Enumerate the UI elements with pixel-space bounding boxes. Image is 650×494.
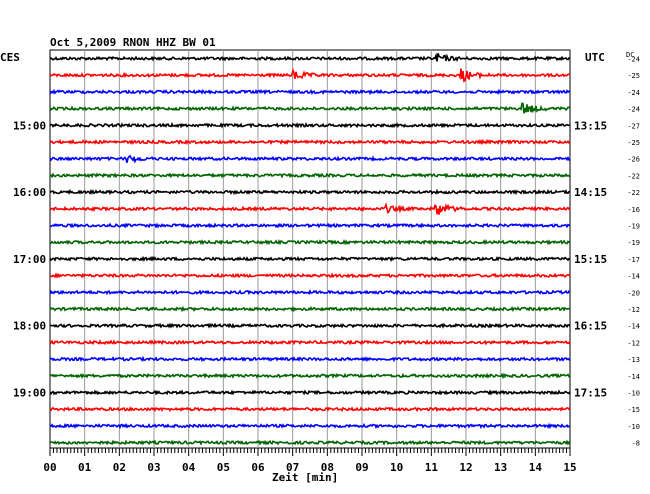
trace-row-1 bbox=[49, 67, 571, 83]
trace-row-10 bbox=[50, 222, 570, 229]
trace-row-22 bbox=[49, 422, 571, 430]
x-axis-label: Zeit [min] bbox=[272, 471, 338, 484]
row-labels: -24 -25 -24 -24 -27 -25 -26 -22 -22 -16 -19 -19 -17 -… bbox=[13, 56, 640, 448]
x-tick-label: 12 bbox=[459, 461, 472, 474]
dc-offset-label: -24 bbox=[627, 106, 640, 114]
x-axis: 00 01 02 03 04 05 06 07 08 09 10 11 12 13 14 15 bbox=[43, 448, 577, 474]
x-tick-label: 04 bbox=[182, 461, 196, 474]
trace-row-21 bbox=[49, 406, 571, 413]
trace-row-13 bbox=[49, 272, 571, 279]
right-time-label: 16:15 bbox=[574, 320, 607, 333]
right-time-label: 15:15 bbox=[574, 253, 607, 266]
left-hour-label: 15:00 bbox=[13, 119, 46, 132]
trace-row-14 bbox=[49, 288, 571, 296]
trace-row-7 bbox=[49, 172, 571, 179]
trace-row-15 bbox=[49, 305, 571, 313]
x-tick-label: 11 bbox=[425, 461, 439, 474]
trace-row-18 bbox=[49, 355, 571, 363]
x-tick-label: 14 bbox=[529, 461, 543, 474]
dc-offset-label: -13 bbox=[627, 356, 640, 364]
dc-offset-label: -19 bbox=[627, 223, 640, 231]
x-tick-label: 05 bbox=[217, 461, 230, 474]
dc-offset-label: -17 bbox=[627, 256, 640, 264]
x-tick-label: 15 bbox=[563, 461, 576, 474]
dc-offset-label: -22 bbox=[627, 189, 640, 197]
trace-row-11 bbox=[49, 238, 571, 246]
trace-row-6 bbox=[49, 154, 571, 164]
grid bbox=[49, 49, 571, 449]
trace-row-4 bbox=[49, 122, 571, 129]
x-tick-label: 03 bbox=[147, 461, 160, 474]
trace-row-19 bbox=[49, 372, 571, 380]
dc-header-label: DC bbox=[626, 51, 634, 59]
dc-offset-label: -25 bbox=[627, 72, 640, 80]
dc-offset-label: -20 bbox=[627, 289, 640, 297]
dc-offset-label: -8 bbox=[632, 440, 640, 448]
right-time-label: 14:15 bbox=[574, 186, 607, 199]
dc-offset-label: -16 bbox=[627, 206, 640, 214]
left-hour-label: 17:00 bbox=[13, 253, 46, 266]
x-tick-label: 13 bbox=[494, 461, 507, 474]
left-timezone-label: CES bbox=[0, 51, 20, 64]
dc-offset-label: -19 bbox=[627, 239, 640, 247]
trace-row-17 bbox=[49, 339, 571, 346]
trace-row-5 bbox=[49, 138, 571, 146]
dc-offset-label: -10 bbox=[627, 423, 640, 431]
x-tick-label: 06 bbox=[251, 461, 265, 474]
dc-offset-label: -26 bbox=[627, 156, 640, 164]
dc-offset-label: -22 bbox=[627, 172, 640, 180]
trace-row-12 bbox=[49, 255, 571, 263]
trace-row-16 bbox=[49, 322, 571, 329]
trace-row-8 bbox=[49, 188, 571, 196]
dc-offset-label: -24 bbox=[627, 89, 640, 97]
x-tick-label: 01 bbox=[78, 461, 92, 474]
trace-row-0 bbox=[49, 52, 571, 63]
x-tick-label: 02 bbox=[113, 461, 126, 474]
left-hour-label: 19:00 bbox=[13, 387, 46, 400]
dc-offset-label: -12 bbox=[627, 306, 640, 314]
x-tick-label: 10 bbox=[390, 461, 403, 474]
left-hour-label: 16:00 bbox=[13, 186, 46, 199]
x-tick-label: 09 bbox=[355, 461, 368, 474]
trace-row-23 bbox=[49, 439, 571, 446]
right-time-label: 13:15 bbox=[574, 119, 607, 132]
right-timezone-label: UTC bbox=[585, 51, 605, 64]
dc-offset-label: -27 bbox=[627, 122, 640, 130]
dc-offset-label: -12 bbox=[627, 339, 640, 347]
x-tick-label: 07 bbox=[286, 461, 299, 474]
left-hour-label: 18:00 bbox=[13, 320, 46, 333]
trace-row-20 bbox=[49, 389, 571, 396]
dc-offset-label: -15 bbox=[627, 406, 640, 414]
dc-offset-label: -14 bbox=[627, 273, 640, 281]
dc-offset-label: -24 bbox=[627, 56, 640, 64]
traces bbox=[49, 52, 571, 446]
dc-offset-label: -10 bbox=[627, 390, 640, 398]
trace-row-3 bbox=[49, 102, 571, 114]
dc-offset-label: -14 bbox=[627, 373, 640, 381]
trace-row-2 bbox=[49, 88, 571, 96]
plot-frame bbox=[49, 49, 571, 449]
dc-offset-label: -25 bbox=[627, 139, 640, 147]
x-tick-label: 00 bbox=[43, 461, 56, 474]
right-time-label: 17:15 bbox=[574, 387, 607, 400]
trace-row-9 bbox=[49, 202, 571, 215]
chart-title: Oct 5,2009 RNON HHZ BW 01 bbox=[50, 36, 216, 49]
dc-offset-label: -14 bbox=[627, 323, 640, 331]
x-tick-label: 08 bbox=[321, 461, 334, 474]
